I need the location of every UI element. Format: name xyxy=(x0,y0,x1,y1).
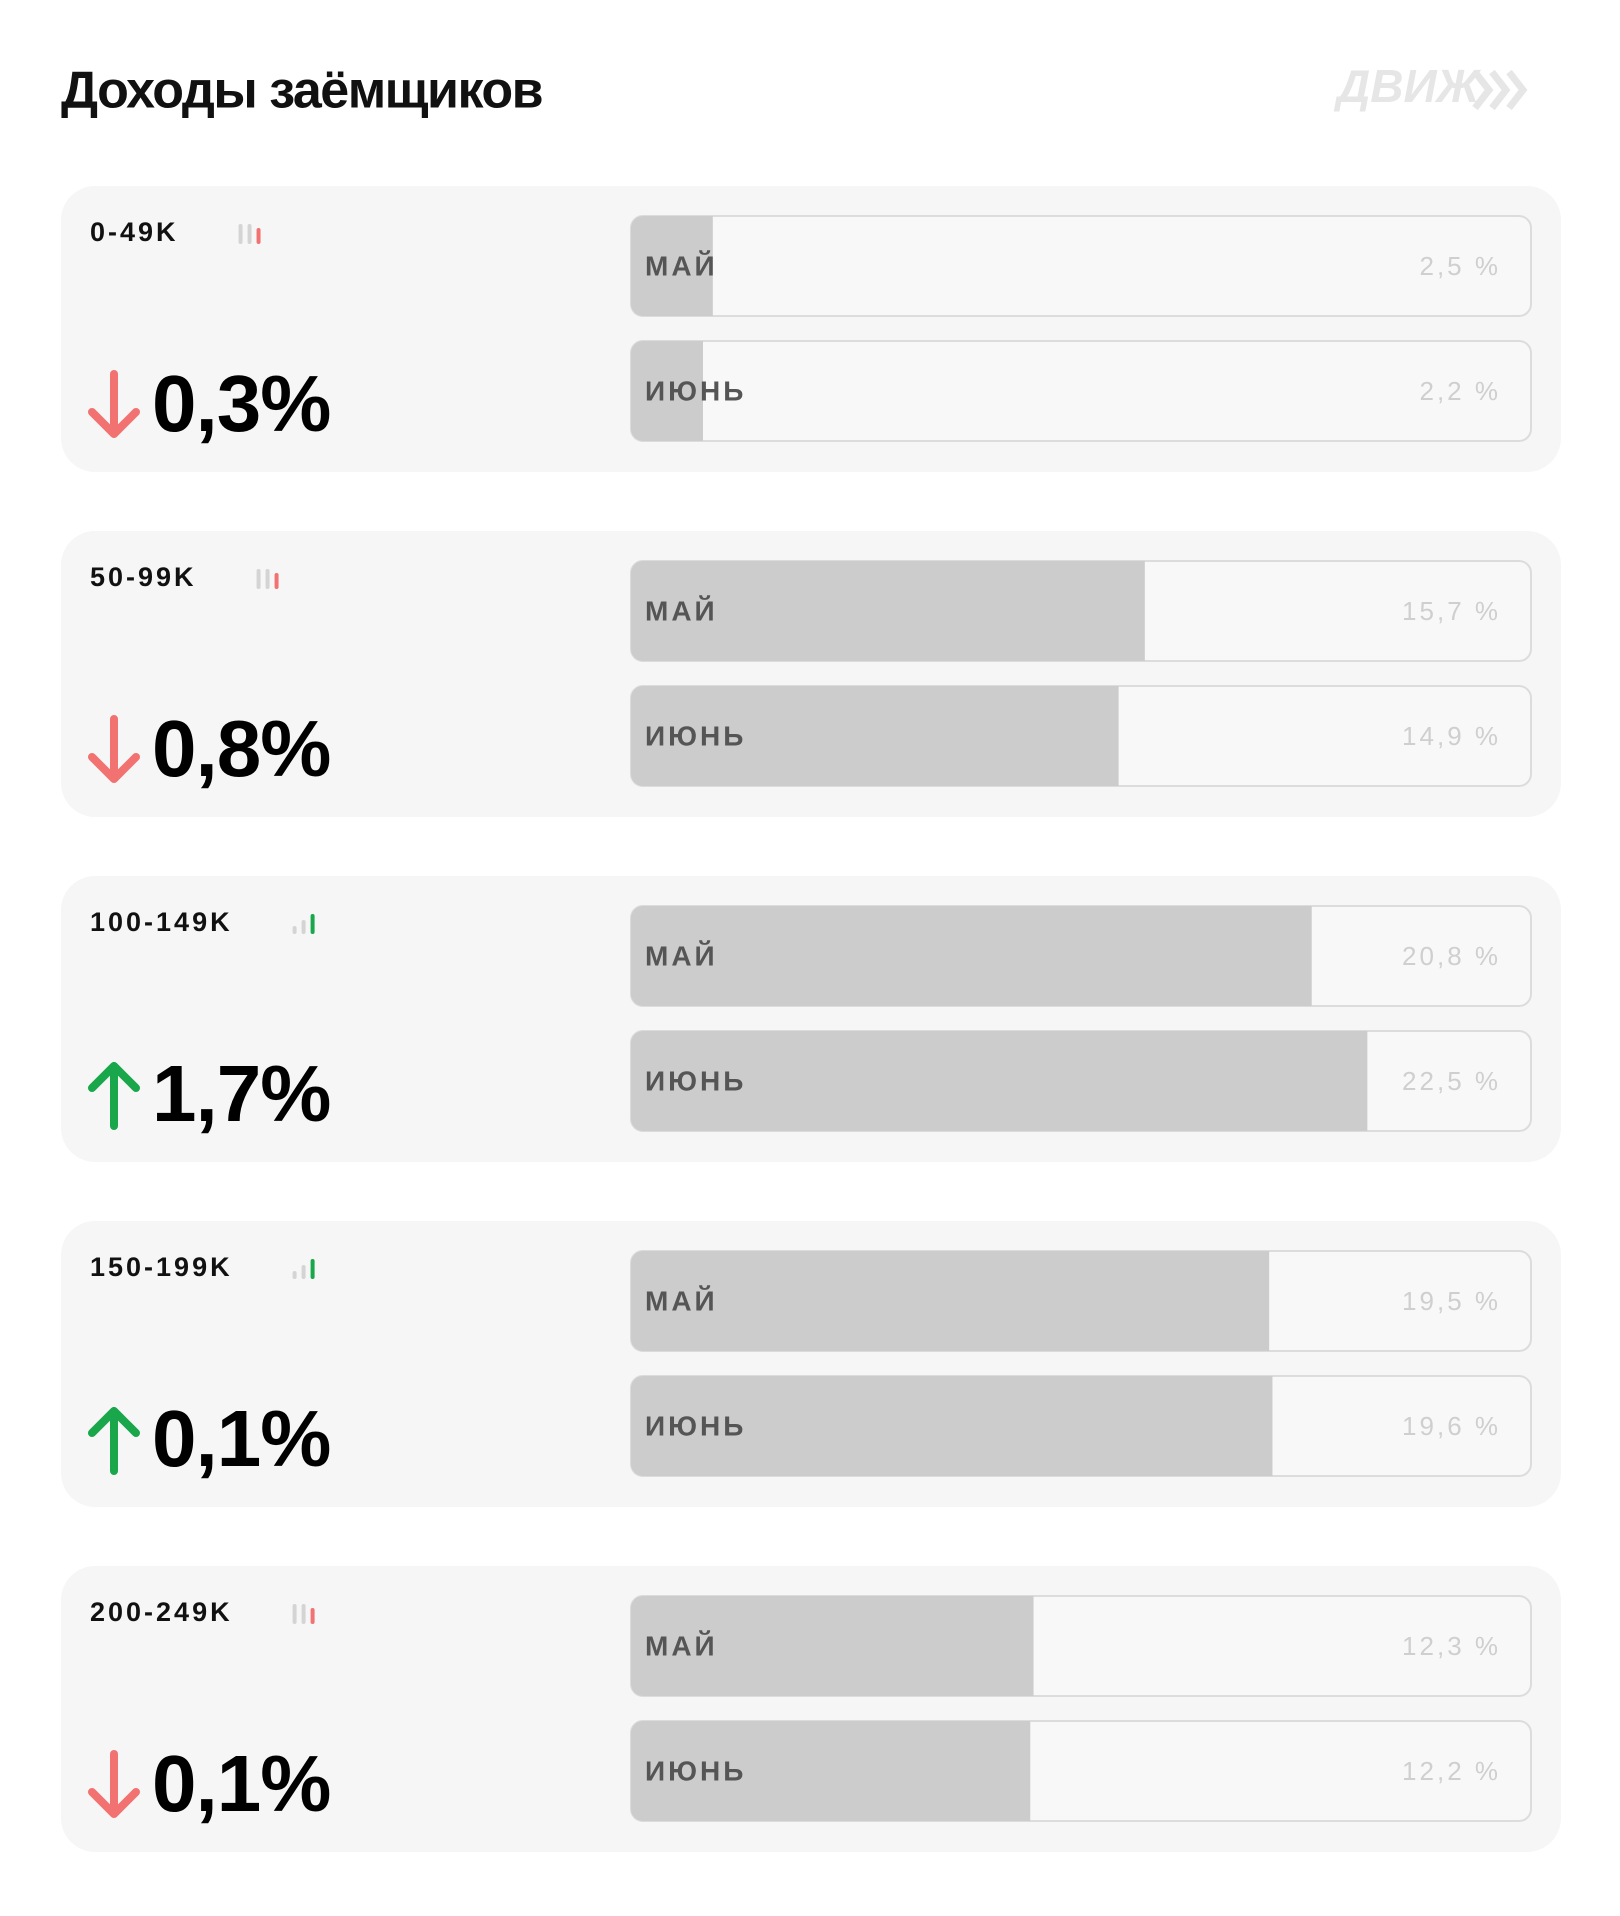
category-label: МАЙ xyxy=(645,1629,718,1661)
value-label: 19,5 % xyxy=(1402,1286,1501,1316)
trend-icon-bar xyxy=(301,920,306,934)
category-label: МАЙ xyxy=(645,249,718,281)
category-label: МАЙ xyxy=(645,939,718,971)
title: Доходы заёмщиков xyxy=(61,62,542,120)
value-label: 14,9 % xyxy=(1402,721,1501,751)
bar-track xyxy=(630,215,1532,317)
trend-icon-bar xyxy=(274,573,279,589)
bar xyxy=(631,1376,1273,1476)
change-value: 0,3% xyxy=(152,359,330,448)
range-label: 0-49K xyxy=(90,217,179,247)
trend-arrow xyxy=(88,1750,140,1818)
logo-chevrons xyxy=(1472,69,1528,111)
value-label: 22,5 % xyxy=(1402,1066,1501,1096)
category-label: ИЮНЬ xyxy=(645,1410,746,1441)
trend-icon-bar xyxy=(247,224,252,244)
change-value: 0,1% xyxy=(152,1739,330,1828)
value-label: 12,3 % xyxy=(1402,1631,1501,1661)
category-label: ИЮНЬ xyxy=(645,375,746,406)
bar xyxy=(631,1596,1034,1696)
trend-icon-bar xyxy=(265,569,270,589)
trend-arrow xyxy=(88,370,140,438)
logo: ДВИЖ xyxy=(1333,60,1528,112)
income-card: 150-199K 0,1% МАЙ 19,5 % ИЮНЬ 19,6 % xyxy=(61,1221,1561,1507)
value-label: 19,6 % xyxy=(1402,1411,1501,1441)
bar xyxy=(631,341,703,441)
trend-icon-bar xyxy=(256,569,261,589)
income-card: 100-149K 1,7% МАЙ 20,8 % ИЮНЬ 22,5 % xyxy=(61,876,1561,1162)
trend-arrow xyxy=(88,715,140,783)
range-label: 150-199K xyxy=(90,1252,233,1282)
trend-icon-bar xyxy=(292,926,297,934)
change-value: 0,8% xyxy=(152,704,330,793)
bar xyxy=(631,1251,1270,1351)
trend-icon-bar xyxy=(256,228,261,244)
bar xyxy=(631,1031,1368,1131)
trend-icon-bar xyxy=(310,1608,315,1624)
trend-arrow xyxy=(88,1407,140,1475)
trend-icon-bar xyxy=(310,1259,315,1279)
trend-icon-bar xyxy=(292,1271,297,1279)
bar-track xyxy=(630,340,1532,442)
category-label: МАЙ xyxy=(645,594,718,626)
trend-icon-bar xyxy=(238,224,243,244)
bar xyxy=(631,1721,1031,1821)
trend-icon-bar xyxy=(310,914,315,934)
value-label: 12,2 % xyxy=(1402,1756,1501,1786)
value-label: 20,8 % xyxy=(1402,941,1501,971)
trend-arrow xyxy=(88,1062,140,1130)
range-label: 50-99K xyxy=(90,562,197,592)
bar xyxy=(631,561,1145,661)
trend-icon-bar xyxy=(301,1265,306,1279)
logo-text: ДВИЖ xyxy=(1333,60,1482,112)
change-value: 0,1% xyxy=(152,1394,330,1483)
income-card: 50-99K 0,8% МАЙ 15,7 % ИЮНЬ 14,9 % xyxy=(61,531,1561,817)
value-label: 2,2 % xyxy=(1420,376,1502,406)
value-label: 15,7 % xyxy=(1402,596,1501,626)
trend-icon-bar xyxy=(301,1604,306,1624)
trend-icon-bar xyxy=(292,1604,297,1624)
bar xyxy=(631,686,1119,786)
bar xyxy=(631,906,1312,1006)
bar xyxy=(631,216,713,316)
income-card: 200-249K 0,1% МАЙ 12,3 % ИЮНЬ 12,2 % xyxy=(61,1566,1561,1852)
income-card: 0-49K 0,3% МАЙ 2,5 % ИЮНЬ 2,2 % xyxy=(61,186,1561,472)
category-label: ИЮНЬ xyxy=(645,1755,746,1786)
value-label: 2,5 % xyxy=(1420,251,1502,281)
category-label: ИЮНЬ xyxy=(645,720,746,751)
category-label: МАЙ xyxy=(645,1284,718,1316)
category-label: ИЮНЬ xyxy=(645,1065,746,1096)
range-label: 200-249K xyxy=(90,1597,233,1627)
change-value: 1,7% xyxy=(152,1049,330,1138)
range-label: 100-149K xyxy=(90,907,233,937)
